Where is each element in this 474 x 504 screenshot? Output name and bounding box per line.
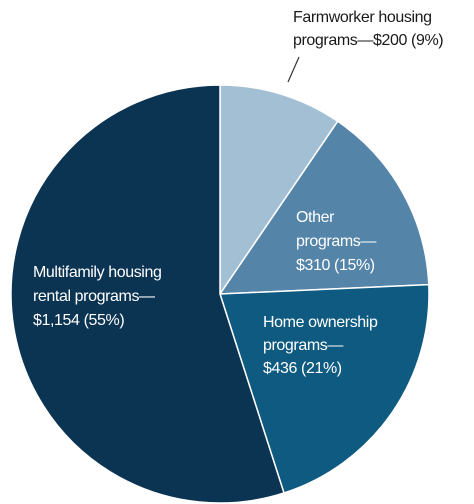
slice-label: Other programs— $310 (15%)	[296, 206, 396, 278]
pie-slice	[218, 120, 430, 295]
pie-slice	[10, 84, 285, 504]
category-label: Farmworker housing programs—	[293, 9, 432, 49]
slice-label: Home ownership programs— $436 (21%)	[263, 311, 398, 380]
value-label: $200 (9%)	[372, 32, 444, 49]
leader-line	[287, 56, 300, 83]
category-label: Other programs—	[296, 209, 376, 250]
slice-label: Multifamily housing rental programs— $1,1…	[33, 261, 203, 333]
category-label: Home ownership programs—	[263, 314, 378, 354]
value-label: $436 (21%)	[263, 360, 342, 377]
pie-slice	[219, 84, 339, 297]
value-label: $310 (15%)	[296, 257, 375, 274]
slice-label: Farmworker housing programs—$200 (9%)	[293, 6, 474, 52]
category-label: Multifamily housing rental programs—	[33, 264, 162, 305]
pie-slice	[218, 283, 430, 494]
value-label: $1,154 (55%)	[33, 312, 125, 329]
